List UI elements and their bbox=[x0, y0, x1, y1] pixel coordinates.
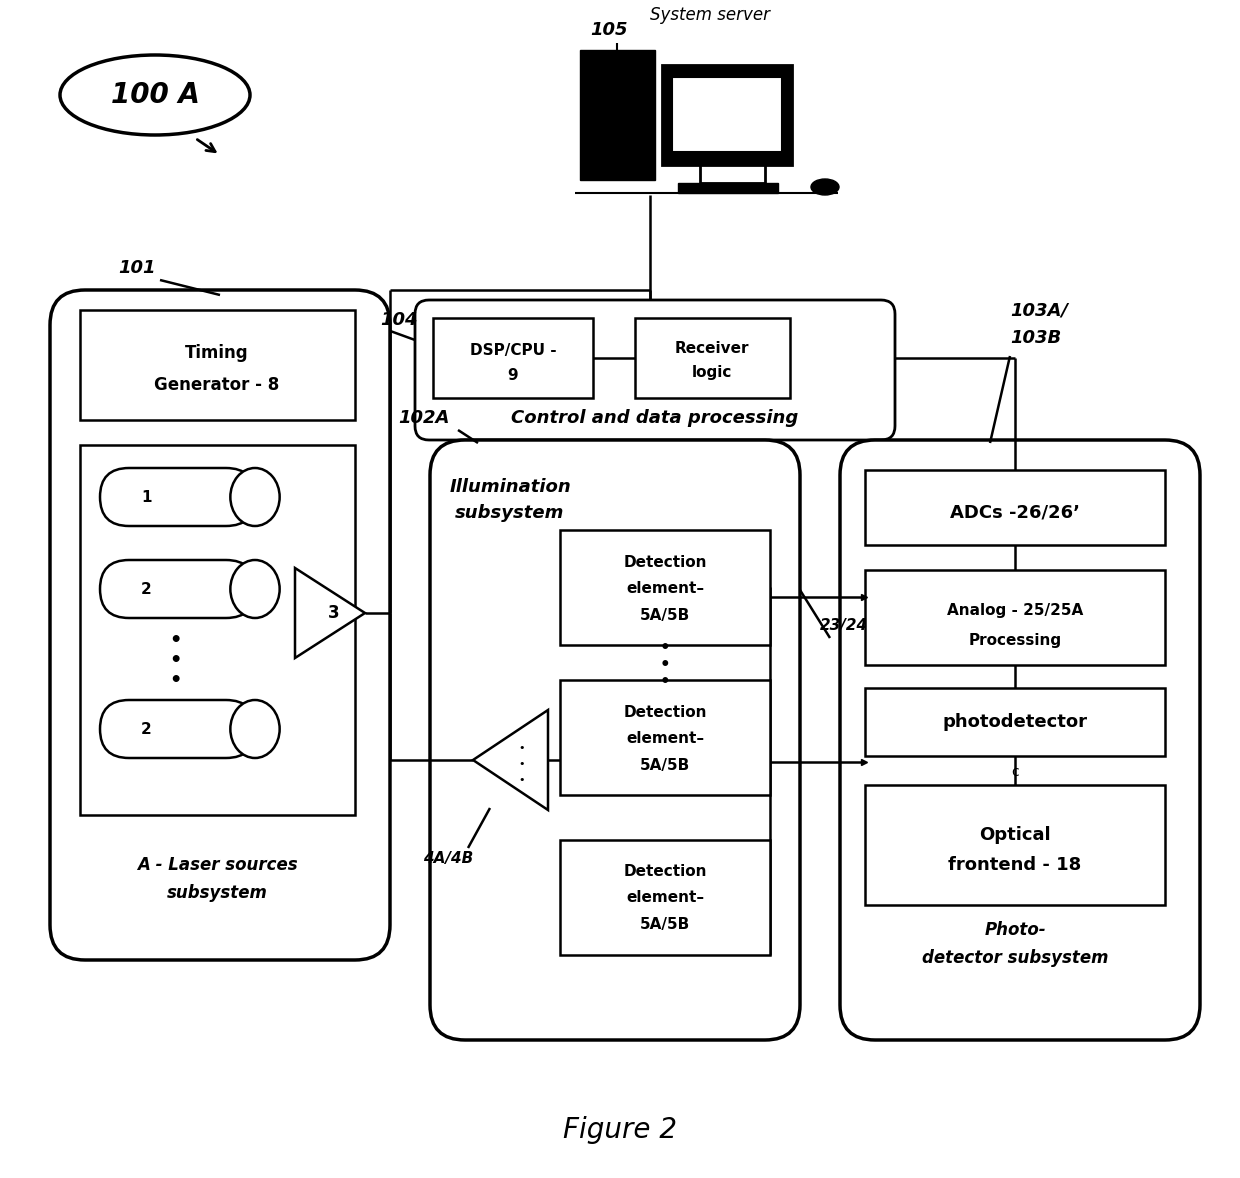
Text: frontend - 18: frontend - 18 bbox=[949, 856, 1081, 874]
Text: 104: 104 bbox=[379, 311, 418, 329]
Bar bbox=[560, 840, 770, 955]
FancyBboxPatch shape bbox=[50, 290, 391, 960]
Bar bbox=[672, 77, 782, 152]
Text: A - Laser sources: A - Laser sources bbox=[136, 856, 298, 874]
Bar bbox=[560, 680, 770, 795]
Text: 3: 3 bbox=[327, 604, 340, 622]
Text: 9: 9 bbox=[507, 368, 518, 383]
FancyBboxPatch shape bbox=[100, 700, 255, 757]
Text: 5A/5B: 5A/5B bbox=[640, 918, 691, 933]
Text: Optical: Optical bbox=[980, 826, 1050, 843]
Polygon shape bbox=[295, 568, 365, 659]
Text: Timing: Timing bbox=[185, 344, 249, 362]
Bar bbox=[866, 785, 1166, 905]
Bar bbox=[635, 318, 790, 398]
Text: Detection: Detection bbox=[624, 704, 707, 720]
Bar bbox=[866, 570, 1166, 666]
Text: 23/24: 23/24 bbox=[820, 617, 868, 633]
Text: Detection: Detection bbox=[624, 555, 707, 569]
Text: 4A/4B: 4A/4B bbox=[423, 851, 474, 866]
Text: •: • bbox=[169, 650, 181, 669]
Text: 100 A: 100 A bbox=[110, 81, 200, 110]
Text: •: • bbox=[518, 775, 525, 785]
FancyBboxPatch shape bbox=[100, 560, 255, 618]
Ellipse shape bbox=[231, 700, 280, 757]
Bar bbox=[678, 183, 777, 193]
Text: subsystem: subsystem bbox=[455, 504, 564, 522]
Text: Figure 2: Figure 2 bbox=[563, 1116, 677, 1144]
Ellipse shape bbox=[811, 179, 839, 196]
Text: •: • bbox=[518, 743, 525, 753]
Bar bbox=[81, 310, 355, 421]
Bar bbox=[433, 318, 593, 398]
Text: Generator - 8: Generator - 8 bbox=[154, 376, 280, 393]
Text: 2: 2 bbox=[141, 721, 151, 736]
Bar bbox=[580, 49, 655, 180]
FancyBboxPatch shape bbox=[430, 441, 800, 1040]
Text: 5A/5B: 5A/5B bbox=[640, 608, 691, 622]
Text: 2: 2 bbox=[141, 582, 151, 596]
Text: 103B: 103B bbox=[1011, 329, 1061, 348]
Ellipse shape bbox=[231, 468, 280, 527]
Bar bbox=[560, 530, 770, 646]
Polygon shape bbox=[472, 710, 548, 810]
Text: DSP/CPU -: DSP/CPU - bbox=[470, 343, 557, 357]
Text: logic: logic bbox=[692, 364, 732, 379]
Bar bbox=[866, 688, 1166, 756]
Ellipse shape bbox=[60, 55, 250, 135]
Text: 102A: 102A bbox=[398, 409, 449, 426]
Text: System server: System server bbox=[650, 6, 770, 24]
Text: •: • bbox=[660, 638, 671, 657]
Bar bbox=[662, 65, 792, 165]
Text: Control and data processing: Control and data processing bbox=[511, 409, 799, 426]
Text: 5A/5B: 5A/5B bbox=[640, 757, 691, 773]
Text: •: • bbox=[660, 673, 671, 691]
Text: •: • bbox=[660, 656, 671, 674]
Bar bbox=[866, 470, 1166, 545]
Text: Analog - 25/25A: Analog - 25/25A bbox=[947, 602, 1083, 617]
Text: 101: 101 bbox=[118, 259, 155, 277]
Text: ADCs -26/26’: ADCs -26/26’ bbox=[950, 503, 1080, 521]
Text: element–: element– bbox=[626, 730, 704, 746]
Text: •: • bbox=[169, 630, 181, 649]
Text: element–: element– bbox=[626, 891, 704, 906]
Text: photodetector: photodetector bbox=[942, 713, 1087, 732]
Text: Processing: Processing bbox=[968, 633, 1061, 648]
Text: Illumination: Illumination bbox=[449, 478, 570, 496]
Text: Receiver: Receiver bbox=[675, 340, 749, 356]
Text: 1: 1 bbox=[141, 490, 151, 504]
Text: c: c bbox=[1011, 765, 1019, 779]
FancyBboxPatch shape bbox=[415, 300, 895, 441]
Text: element–: element– bbox=[626, 581, 704, 596]
Text: Detection: Detection bbox=[624, 865, 707, 880]
Text: subsystem: subsystem bbox=[166, 884, 268, 902]
Text: 105: 105 bbox=[590, 21, 627, 39]
FancyBboxPatch shape bbox=[100, 468, 255, 527]
Text: •: • bbox=[518, 759, 525, 769]
Text: •: • bbox=[169, 670, 181, 689]
Ellipse shape bbox=[231, 560, 280, 618]
Text: 103A/: 103A/ bbox=[1011, 302, 1068, 319]
Text: detector subsystem: detector subsystem bbox=[921, 949, 1109, 967]
Text: Photo-: Photo- bbox=[985, 921, 1045, 939]
FancyBboxPatch shape bbox=[839, 441, 1200, 1040]
Bar bbox=[81, 445, 355, 815]
